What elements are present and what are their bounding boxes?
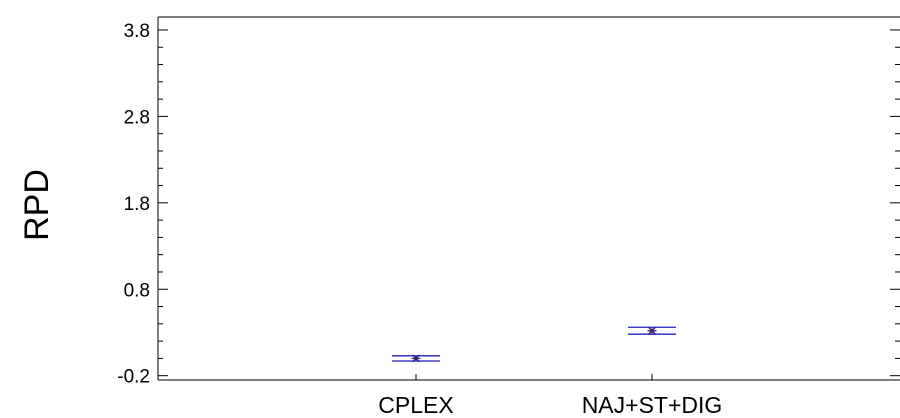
mean-marker-1: [647, 326, 657, 335]
x-tick-label: NAJ+ST+DIG: [582, 392, 723, 418]
x-ticks: CPLEX NAJ+ST+DIG: [378, 374, 722, 418]
x-tick-label: CPLEX: [378, 392, 453, 418]
data-marks: [392, 326, 676, 363]
y-tick-label: 0.8: [124, 280, 150, 301]
y-tick-label: 2.8: [124, 107, 150, 128]
axes: [157, 16, 900, 381]
y-tick-label: 3.8: [124, 21, 150, 42]
y-tick-label: -0.2: [117, 367, 150, 388]
y-axis-label: RPD: [18, 169, 56, 241]
y-tick-label: 1.8: [124, 194, 150, 215]
mean-marker-0: [411, 354, 421, 363]
y-ticks: -0.2 0.8 1.8 2.8 3.8: [117, 21, 900, 388]
